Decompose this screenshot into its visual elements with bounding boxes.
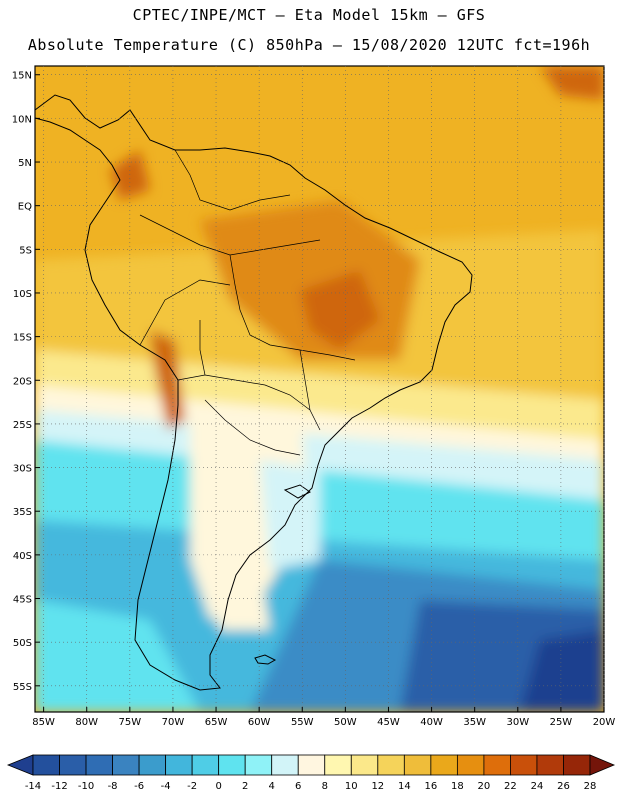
lon-label: 65W <box>205 717 228 728</box>
lon-label: 45W <box>377 717 400 728</box>
colorbar-segment <box>403 754 432 776</box>
lat-label: 5S <box>19 245 32 256</box>
colorbar-segment <box>32 754 60 776</box>
colorbar-label: 28 <box>584 781 597 792</box>
colorbar-segment <box>430 754 458 776</box>
colorbar-label: -10 <box>78 781 94 792</box>
colorbar-label: 24 <box>531 781 544 792</box>
colorbar-label: -14 <box>25 781 41 792</box>
falklands-outline <box>254 654 277 665</box>
south-america-coastline <box>35 94 473 691</box>
colorbar-segment <box>244 754 273 776</box>
colorbar-segment <box>271 754 299 776</box>
colorbar-segment <box>218 754 246 776</box>
colorbar-label: 12 <box>371 781 384 792</box>
colorbar-segment <box>350 754 379 776</box>
colorbar-segment <box>456 754 485 776</box>
colorbar-label: 8 <box>322 781 328 792</box>
coastlines <box>35 94 473 691</box>
temperature-field <box>35 66 604 712</box>
lon-label: 35W <box>463 717 486 728</box>
longitude-labels: 85W 80W 75W 70W 65W 60W 55W 50W 45W 40W 35W 30W 25W 2… <box>32 717 615 728</box>
colorbar-segment <box>112 754 140 776</box>
colorbar-segment <box>85 754 113 776</box>
patagonia-cream <box>200 560 270 630</box>
lon-label: 20W <box>593 717 616 728</box>
lon-label: 80W <box>75 717 98 728</box>
colorbar-segment <box>191 754 220 776</box>
lon-label: 25W <box>550 717 573 728</box>
hotter-core <box>300 270 380 350</box>
lat-label: 35S <box>13 507 32 518</box>
colorbar-label: 16 <box>424 781 437 792</box>
colorbar-segment <box>536 754 564 776</box>
colorbar-label: 20 <box>478 781 491 792</box>
colorbar-label: -2 <box>187 781 197 792</box>
colorbar-labels: -14 -12 -10 -8 -6 -4 -2 0 2 4 6 8 10 12 14 16 18 20 22 24 26… <box>25 781 597 792</box>
country-borders <box>139 149 356 456</box>
lat-label: 15S <box>13 333 32 344</box>
lat-label: 10N <box>12 114 32 125</box>
lat-label: 45S <box>13 595 32 606</box>
lat-label: 25S <box>13 420 32 431</box>
colorbar-segment <box>483 754 511 776</box>
colorbar-label: 2 <box>242 781 248 792</box>
colorbar-segment <box>165 754 193 776</box>
colorbar-label: 4 <box>269 781 275 792</box>
colorbar-segment <box>297 754 326 776</box>
colorbar-segment <box>510 754 538 776</box>
lon-label: 50W <box>334 717 357 728</box>
latitude-labels: 15N 10N 5N EQ 5S 10S 15S 20S 25S 30S 35S 40S 45S 50S 5… <box>12 71 32 693</box>
colorbar-label: 22 <box>504 781 517 792</box>
lat-label: 40S <box>13 551 32 562</box>
navy-corner <box>520 630 604 712</box>
lat-label: 5N <box>18 158 32 169</box>
lat-label: EQ <box>18 202 32 213</box>
lat-lon-grid <box>35 66 605 712</box>
lon-label: 75W <box>119 717 142 728</box>
colorbar-max-triangle <box>589 754 616 776</box>
colorbar-label: 0 <box>215 781 221 792</box>
chart-subtitle: Absolute Temperature (C) 850hPa – 15/08/… <box>27 36 591 54</box>
colorbar-label: 18 <box>451 781 464 792</box>
lat-label: 15N <box>12 71 32 82</box>
lon-label: 55W <box>291 717 314 728</box>
cyan-southwest <box>35 600 200 712</box>
map-border <box>34 65 605 713</box>
lon-label: 40W <box>420 717 443 728</box>
lon-label: 30W <box>506 717 529 728</box>
colorbar <box>6 754 616 776</box>
colorbar-label: -4 <box>161 781 171 792</box>
colorbar-segment <box>377 754 405 776</box>
colorbar-segment <box>563 754 591 776</box>
colorbar-label: 26 <box>557 781 570 792</box>
lat-label: 55S <box>13 682 32 693</box>
colorbar-label: 6 <box>295 781 301 792</box>
colorbar-label: -6 <box>134 781 144 792</box>
lon-label: 70W <box>162 717 185 728</box>
colorbar-label: 14 <box>398 781 411 792</box>
colorbar-min-triangle <box>6 754 34 776</box>
colorbar-segment <box>324 754 352 776</box>
colorbar-label: 10 <box>345 781 358 792</box>
lon-label: 60W <box>248 717 271 728</box>
chart-title: CPTEC/INPE/MCT – Eta Model 15km – GFS <box>132 6 486 24</box>
lat-label: 20S <box>13 376 32 387</box>
lat-label: 30S <box>13 464 32 475</box>
lat-label: 10S <box>13 289 32 300</box>
colorbar-label: -8 <box>108 781 118 792</box>
lon-label: 85W <box>32 717 55 728</box>
colorbar-label: -12 <box>51 781 67 792</box>
colorbar-segment <box>59 754 87 776</box>
colorbar-segment <box>138 754 167 776</box>
lagoon-outline <box>283 484 311 499</box>
lat-label: 50S <box>13 638 32 649</box>
